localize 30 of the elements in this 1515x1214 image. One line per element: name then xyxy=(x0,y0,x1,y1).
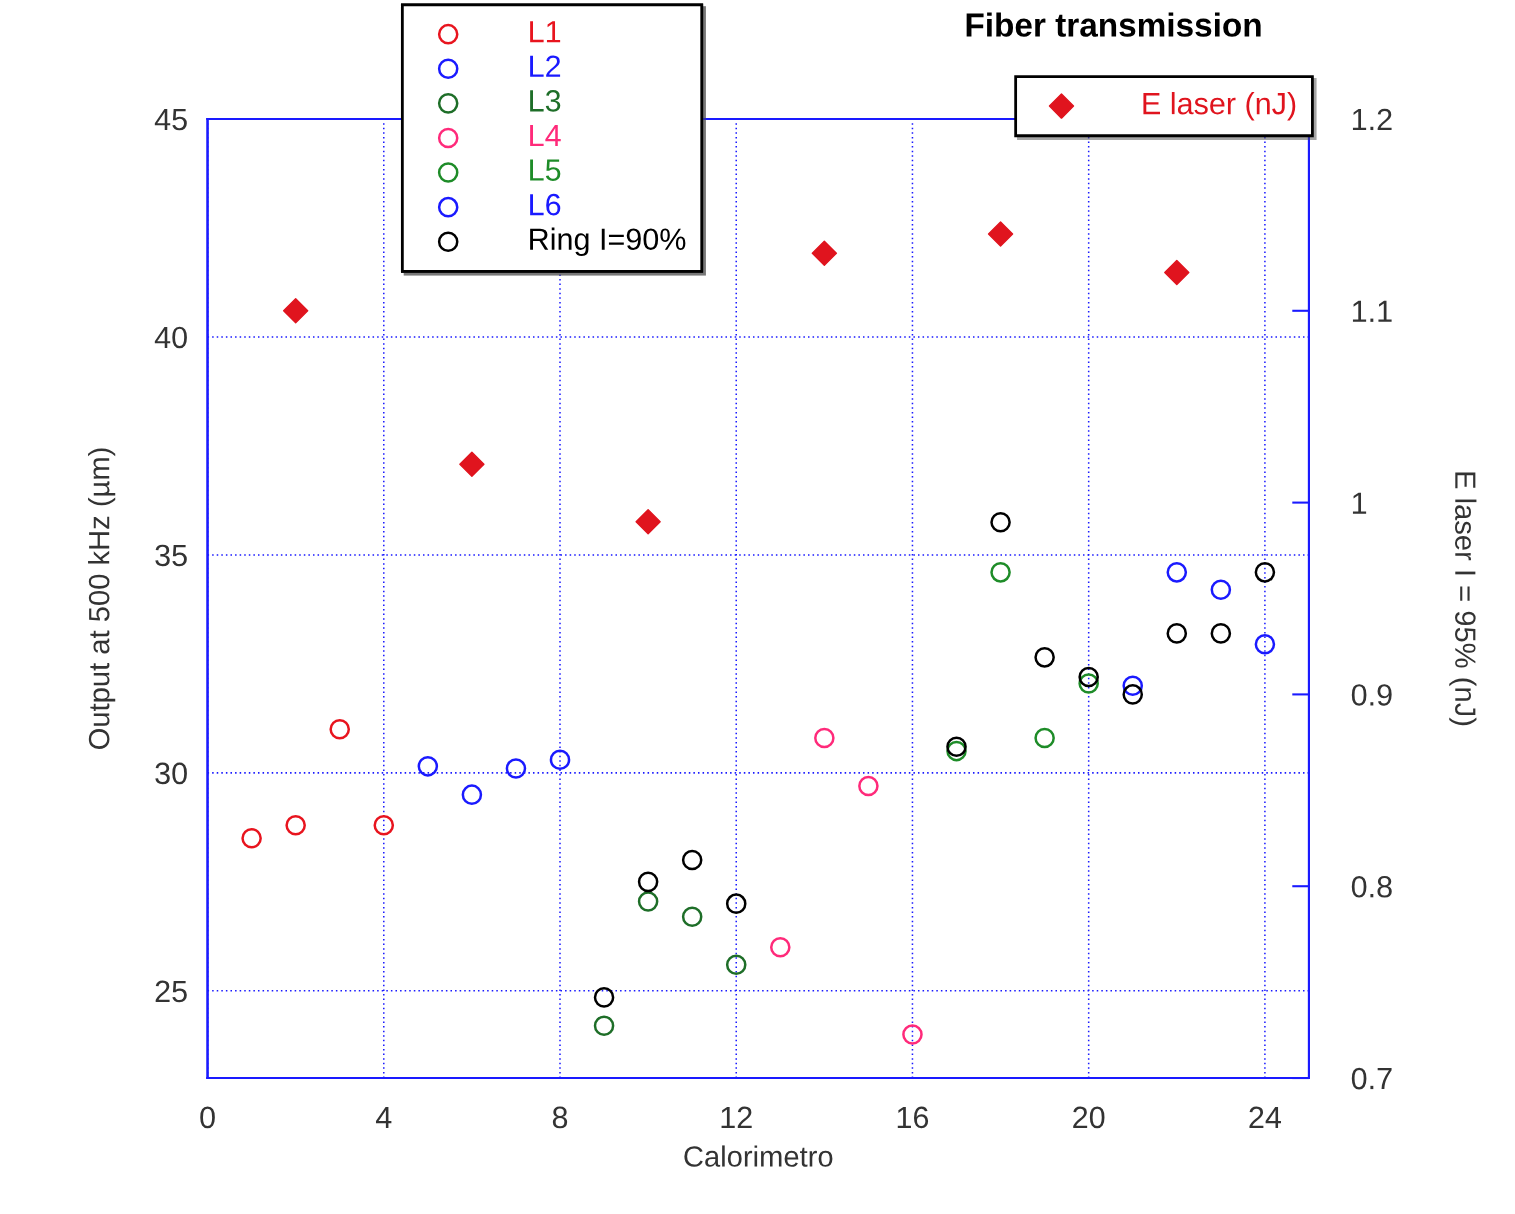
x-tick-label: 20 xyxy=(1073,1106,1105,1129)
y2-tick-label: 1 xyxy=(1352,492,1367,514)
y-tick-label: 45 xyxy=(154,109,187,131)
legend-label: E laser (nJ) xyxy=(1143,91,1296,121)
chart-title: Fiber transmission xyxy=(966,12,1261,37)
x-tick-label: 0 xyxy=(200,1106,215,1129)
y2-tick-label: 0.8 xyxy=(1351,875,1392,898)
y2-tick-label: 1.2 xyxy=(1352,108,1392,131)
y-tick-label: 40 xyxy=(154,326,187,349)
legend-label: Ring I=90% xyxy=(530,227,686,257)
legend-label: L2 xyxy=(530,55,561,77)
x-tick-label: 24 xyxy=(1249,1106,1281,1128)
y-tick-label: 35 xyxy=(155,544,187,567)
y-tick-label: 25 xyxy=(155,980,187,1003)
legend-label: L1 xyxy=(530,21,561,43)
x-tick-label: 8 xyxy=(552,1106,568,1129)
legend-label: L4 xyxy=(530,124,561,146)
x-axis-title: Calorimetro xyxy=(684,1145,833,1167)
x-tick-label: 4 xyxy=(375,1106,392,1128)
y2-axis-title: E laser I = 95% (nJ) xyxy=(1449,472,1477,726)
legend-label: L5 xyxy=(530,159,561,181)
y2-tick-label: 0.9 xyxy=(1351,684,1392,706)
legend-label: L6 xyxy=(530,193,561,216)
y-tick-label: 30 xyxy=(155,762,187,785)
y-axis-title: Output at 500 kHz (µm) xyxy=(88,448,116,749)
y2-tick-label: 1.1 xyxy=(1352,300,1392,322)
y2-tick-label: 0.7 xyxy=(1351,1067,1392,1090)
x-tick-label: 16 xyxy=(897,1106,929,1129)
legend-label: L3 xyxy=(530,90,561,112)
x-tick-label: 12 xyxy=(721,1106,752,1128)
